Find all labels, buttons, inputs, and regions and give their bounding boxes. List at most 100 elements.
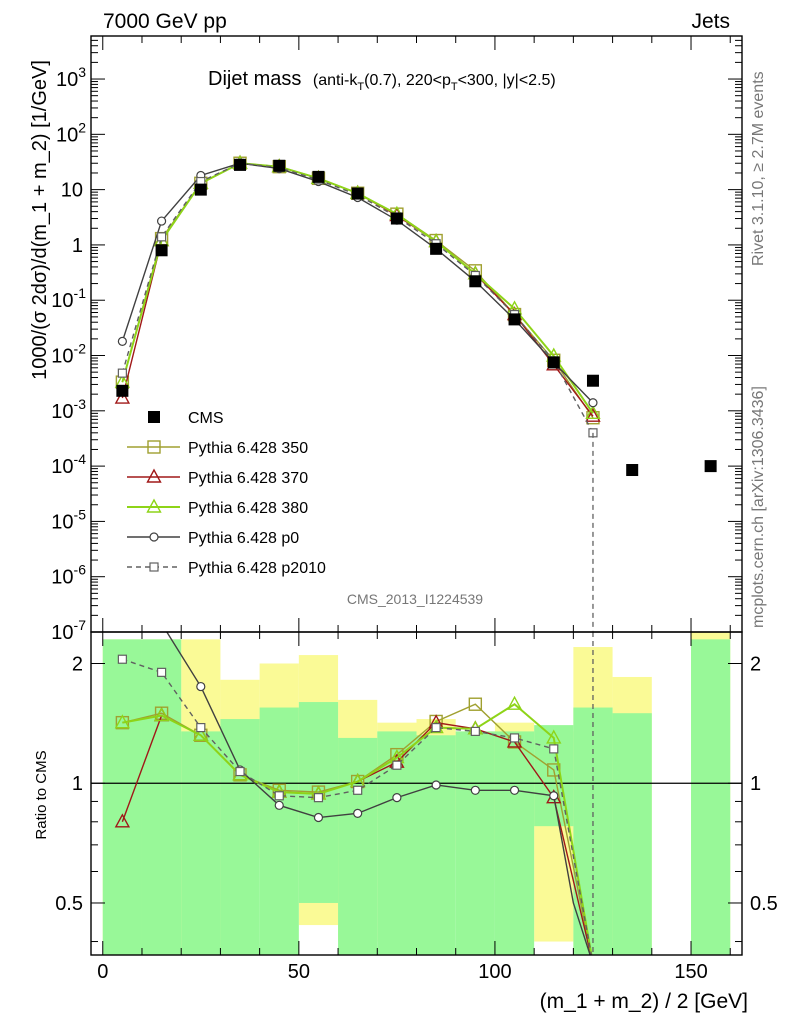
ratio-point-p2010: [156, 667, 167, 677]
main-point-p2010: [117, 368, 127, 378]
uncertainty-band-green: [416, 735, 456, 955]
cms-data-point: [116, 384, 129, 397]
main-ylabel: 1000/(σ 2dσ)/d(m_1 + m_2) [1/GeV]: [29, 60, 51, 380]
main-panel: 10-7 10-6 10-5 10-4 10-3 10-2 10-1 1 10 102 103: [51, 35, 743, 644]
header-left: 7000 GeV pp: [103, 10, 227, 33]
legend-entry-cms: CMS: [148, 410, 224, 427]
title-part2: (0.7), 220<p: [364, 72, 451, 89]
title-main: Dijet mass: [208, 68, 301, 90]
cms-data-point: [234, 158, 247, 171]
main-ytick-label: 10-1: [51, 285, 86, 312]
uncertainty-band-green: [181, 731, 221, 955]
cms-data-point: [312, 170, 325, 183]
main-ytick-label: 10-4: [51, 451, 86, 478]
main-ytick-label: 103: [56, 64, 86, 91]
ratio-point-p0: [196, 681, 206, 692]
main-point-p380: [585, 404, 601, 420]
main-series: [114, 154, 717, 477]
header-right: Jets: [691, 10, 730, 33]
main-point-p370: [114, 389, 131, 404]
analysis-id: CMS_2013_I1224539: [347, 591, 483, 607]
cms-data-point: [430, 242, 443, 255]
main-ytick-label: 10-3: [51, 396, 86, 423]
main-ytick-label: 10-7: [51, 617, 86, 644]
ratio-point-p2010: [470, 726, 480, 736]
title-part1: (anti-k: [313, 72, 358, 89]
legend-marker-p350: [147, 440, 161, 454]
main-point-p2010: [156, 232, 167, 242]
uncertainty-band-green: [102, 639, 142, 955]
legend-entry-p380: Pythia 6.428 380: [127, 498, 308, 517]
uncertainty-band-green: [455, 731, 495, 955]
cms-data-point: [155, 244, 168, 257]
ratio-point-p2010: [313, 793, 324, 803]
legend-label-p350: Pythia 6.428 350: [188, 440, 308, 457]
legend-marker-cms: [148, 411, 160, 423]
legend-entry-p2010: Pythia 6.428 p2010: [127, 560, 326, 577]
ratio-xtick-label: 150: [674, 961, 707, 983]
ratio-point-p0: [392, 793, 402, 803]
ratio-point-p380: [114, 714, 131, 729]
ratio-point-p2010: [392, 760, 402, 770]
ratio-point-p380: [193, 726, 209, 741]
ratio-ytick-label: 2: [72, 653, 83, 675]
uncertainty-band-green: [298, 702, 339, 903]
main-line-p2010: [121, 162, 594, 434]
ratio-point-p370: [114, 813, 131, 828]
ratio-ytick-label-right: 2: [750, 653, 761, 675]
main-ytick-label: 10-5: [51, 506, 86, 533]
ratio-ytick-label: 0.5: [55, 893, 83, 915]
legend-label-p2010: Pythia 6.428 p2010: [188, 560, 326, 577]
ratio-point-p2010: [431, 722, 441, 733]
ratio-point-p2010: [117, 654, 127, 664]
uncertainty-band-green: [141, 639, 182, 955]
ratio-panel: 0 50 100 150 0.5 0.5 1 1 2 2: [55, 631, 778, 983]
cms-data-point: [547, 356, 560, 369]
mcplots-label: mcplots.cern.ch [arXiv:1306.3436]: [750, 386, 767, 628]
ratio-line-p0: [166, 632, 591, 955]
rivet-label: Rivet 3.1.10, ≥ 2.7M events: [750, 71, 767, 266]
legend-marker-p0: [149, 532, 159, 542]
legend-marker-p370: [146, 468, 162, 483]
ratio-point-p2010: [353, 785, 363, 795]
ratio-series: [114, 632, 593, 955]
title-sub1: T: [357, 81, 364, 93]
cms-data-point: [626, 464, 639, 477]
main-ytick-label: 10-6: [51, 562, 86, 589]
ratio-point-p2010: [235, 766, 245, 777]
uncertainty-band-green: [220, 719, 260, 955]
ratio-ytick-label-right: 1: [750, 773, 761, 795]
ratio-point-p2010: [274, 791, 284, 801]
ratio-point-p2010: [196, 722, 206, 733]
cms-data-point: [273, 159, 286, 172]
ratio-point-p0: [274, 800, 284, 810]
ratio-ylabel: Ratio to CMS: [33, 750, 50, 839]
ratio-point-p2010: [509, 733, 520, 743]
legend-entry-p370: Pythia 6.428 370: [127, 468, 308, 487]
main-point-p0: [588, 398, 598, 408]
main-point-p370: [585, 407, 601, 422]
ratio-xtick-label: 100: [478, 961, 511, 983]
main-ytick-label: 1: [72, 235, 83, 257]
ratio-point-p380: [153, 707, 170, 722]
ratio-point-p2010: [549, 744, 559, 754]
ratio-xtick-label: 50: [288, 961, 310, 983]
ratio-point-p380: [506, 695, 523, 710]
ratio-line-p380: [122, 702, 593, 955]
legend-label-p0: Pythia 6.428 p0: [188, 530, 299, 547]
ratio-xtick-label: 0: [97, 961, 108, 983]
ratio-point-p0: [470, 785, 480, 795]
cms-data-point: [508, 313, 521, 326]
ratio-ytick-label: 1: [72, 773, 83, 795]
cms-data-point: [351, 187, 364, 200]
legend: CMS Pythia 6.428 350 Pythia 6.428 370 Pythi…: [127, 410, 326, 577]
main-ytick-label: 10: [61, 180, 83, 202]
ratio-ytick-label-right: 0.5: [750, 893, 778, 915]
legend-marker-p380: [146, 498, 162, 513]
legend-marker-p2010: [149, 562, 159, 572]
ratio-point-p0: [549, 791, 559, 801]
ratio-bands: [102, 632, 731, 955]
legend-entry-p0: Pythia 6.428 p0: [127, 530, 299, 547]
legend-entry-p350: Pythia 6.428 350: [127, 440, 308, 457]
ratio-point-p0: [353, 808, 363, 818]
